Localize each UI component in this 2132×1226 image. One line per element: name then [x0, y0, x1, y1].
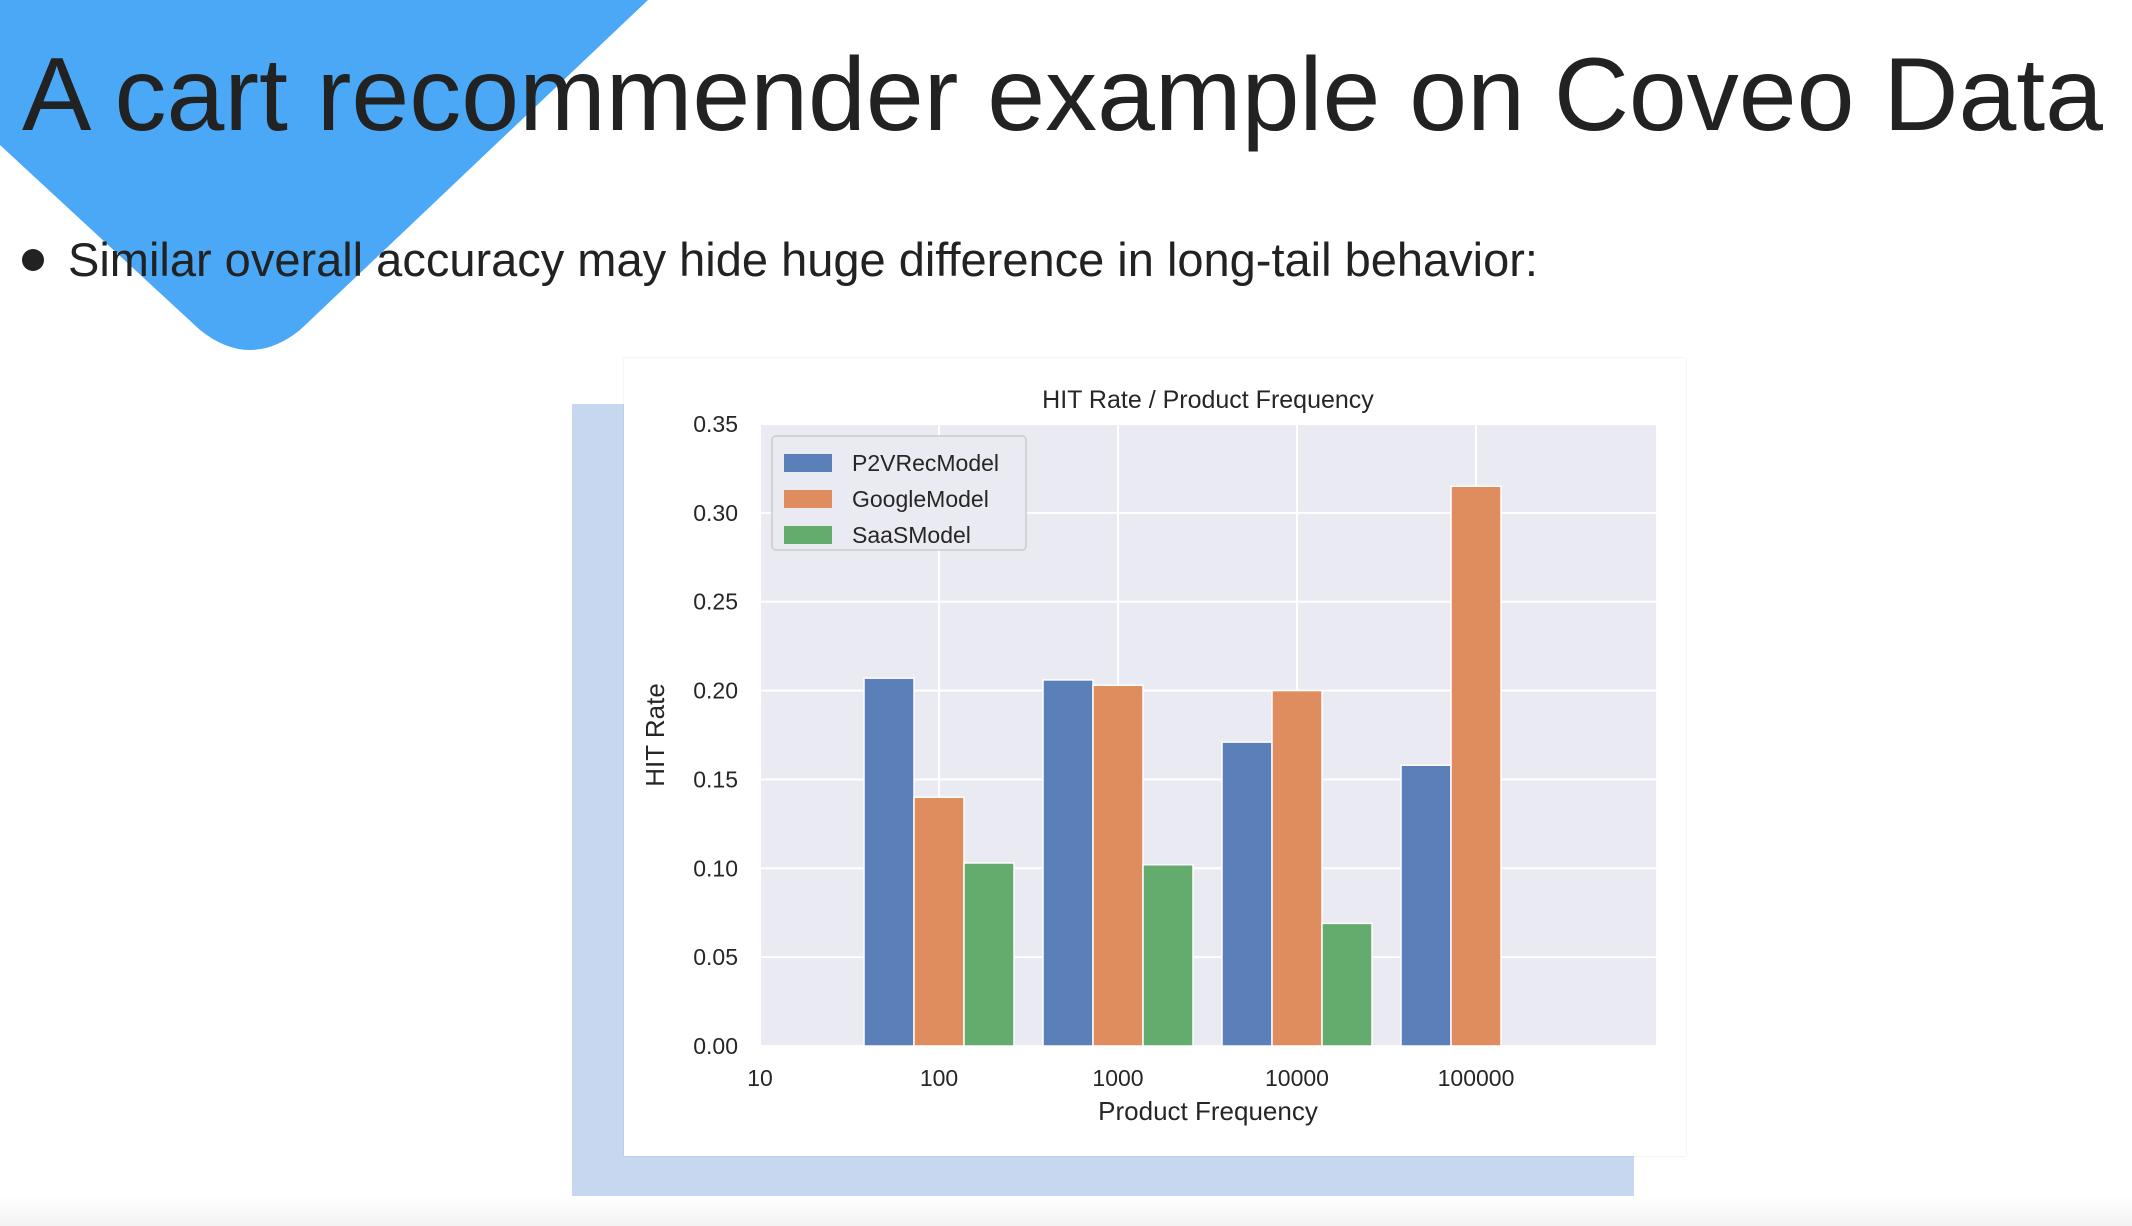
x-tick-label: 10 — [747, 1065, 773, 1091]
bullet-dot-icon — [22, 248, 44, 271]
legend-label-p2vrecmodel: P2VRecModel — [852, 450, 999, 476]
legend-box — [771, 435, 1027, 551]
y-tick-label: 0.35 — [693, 411, 738, 437]
legend: P2VRecModel GoogleModel SaaSModel — [771, 435, 1027, 551]
y-tick-label: 0.10 — [693, 855, 738, 881]
x-tick-label: 10000 — [1265, 1065, 1329, 1091]
bar-googlemodel-10000 — [1271, 689, 1323, 1047]
bar-p2vrecmodel-1000 — [1042, 679, 1094, 1047]
legend-swatch-p2vrecmodel — [784, 454, 832, 472]
bullet-text: Similar overall accuracy may hide huge d… — [68, 233, 1538, 286]
chart-figure: 0.00 0.05 0.10 0.15 0.20 0.25 0.30 0.35 10 100 100… — [624, 358, 1686, 1156]
y-tick-label: 0.05 — [693, 944, 738, 970]
y-tick-label: 0.20 — [693, 678, 738, 704]
bars — [863, 485, 1502, 1047]
bar-saasmodel-1000 — [1142, 863, 1194, 1047]
bar-saasmodel-100 — [963, 862, 1015, 1047]
tick-labels: 0.00 0.05 0.10 0.15 0.20 0.25 0.30 0.35 10 100 100… — [693, 411, 1514, 1091]
chart-title: HIT Rate / Product Frequency — [1042, 386, 1374, 414]
y-tick-label: 0.00 — [693, 1033, 738, 1059]
bar-googlemodel-100000 — [1450, 485, 1502, 1047]
y-tick-label: 0.15 — [693, 766, 738, 792]
y-axis-label: HIT Rate — [640, 683, 670, 787]
decorative-accent-shape — [0, 0, 648, 350]
bar-saasmodel-10000 — [1321, 922, 1373, 1047]
legend-label-saasmodel: SaaSModel — [852, 522, 971, 548]
bullet-point: Similar overall accuracy may hide huge d… — [22, 232, 1538, 287]
bottom-edge — [0, 1196, 2132, 1226]
y-tick-label: 0.25 — [693, 589, 738, 615]
bar-p2vrecmodel-100 — [863, 677, 915, 1047]
bar-p2vrecmodel-100000 — [1400, 764, 1452, 1047]
bar-chart: 0.00 0.05 0.10 0.15 0.20 0.25 0.30 0.35 10 100 100… — [640, 386, 1656, 1126]
x-axis-label: Product Frequency — [1098, 1096, 1318, 1126]
x-tick-label: 1000 — [1092, 1065, 1143, 1091]
legend-swatch-googlemodel — [784, 490, 832, 508]
legend-label-googlemodel: GoogleModel — [852, 486, 989, 512]
slide-title: A cart recommender example on Coveo Data — [22, 37, 2104, 153]
bar-googlemodel-1000 — [1092, 684, 1144, 1047]
bar-googlemodel-100 — [913, 796, 965, 1047]
x-tick-label: 100 — [920, 1065, 958, 1091]
accent-triangle — [0, 0, 648, 350]
bar-p2vrecmodel-10000 — [1221, 741, 1273, 1047]
y-tick-label: 0.30 — [693, 500, 738, 526]
legend-swatch-saasmodel — [784, 526, 832, 544]
x-tick-label: 100000 — [1438, 1065, 1515, 1091]
